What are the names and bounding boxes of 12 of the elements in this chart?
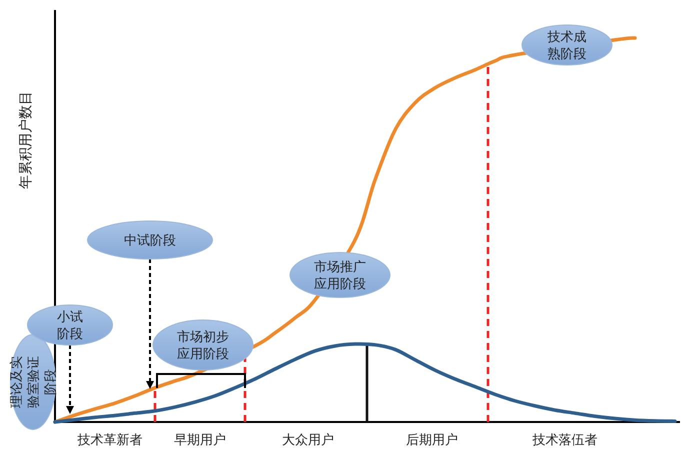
annotation: 小试阶段: [57, 310, 83, 342]
text: 技术落伍者: [532, 433, 598, 448]
text: 大众用户: [282, 433, 334, 448]
annotation: 理论及实验室验证阶段: [10, 356, 59, 408]
annotation: 市场推广应用阶段: [314, 260, 366, 292]
annotation: 市场初步应用阶段: [177, 330, 229, 362]
text: 技术革新者: [76, 433, 142, 448]
annotation: 技术成熟阶段: [546, 30, 586, 62]
text: 早期用户: [174, 433, 226, 448]
y-axis-title: 年累积用户数目: [18, 91, 34, 189]
annotation: 中试阶段: [124, 234, 176, 249]
text: 后期用户: [406, 433, 458, 448]
